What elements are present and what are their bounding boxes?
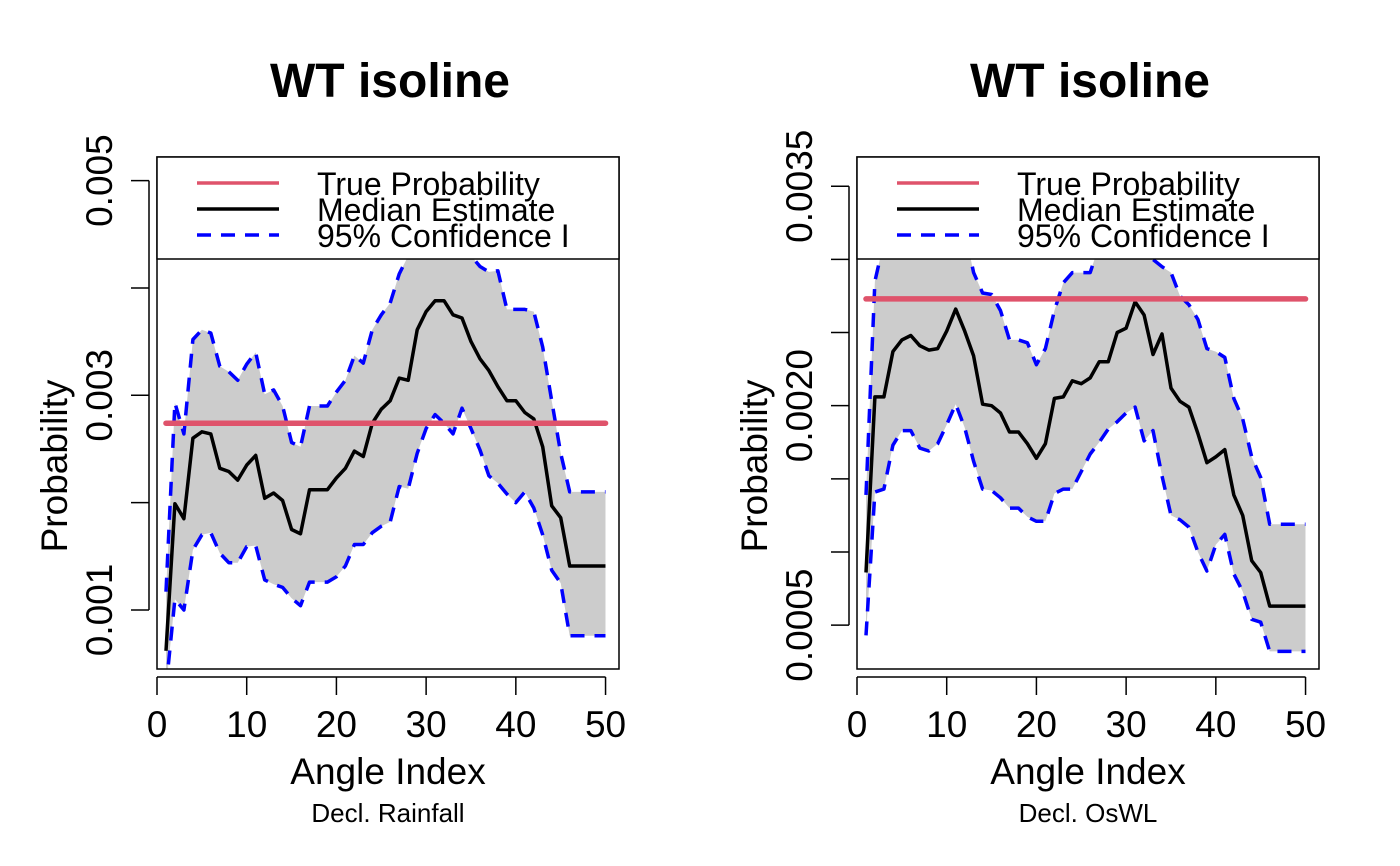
x-tick-label: 0 xyxy=(147,704,168,745)
x-tick-label: 40 xyxy=(495,704,536,745)
y-tick-label: 0.0035 xyxy=(779,130,820,243)
legend-true-probability-label: True Probability xyxy=(317,166,540,202)
chart-subtitle: Decl. Rainfall xyxy=(311,798,464,828)
legend-median-estimate-label: Median Estimate xyxy=(317,192,555,228)
y-axis: 0.0005 0.0020 0.0035 xyxy=(779,130,850,682)
legend-confidence-interval-label: 95% Confidence I xyxy=(1017,218,1270,254)
legend-true-probability-label: True Probability xyxy=(1017,166,1240,202)
lower-ci-line xyxy=(166,406,606,669)
y-axis-title: Probability xyxy=(734,379,775,552)
lower-ci-line xyxy=(864,402,1306,654)
x-axis-title: Angle Index xyxy=(290,751,486,792)
chart-subtitle: Decl. OsWL xyxy=(1019,798,1158,828)
legend-median-estimate-label: Median Estimate xyxy=(1017,192,1255,228)
x-tick-label: 10 xyxy=(226,704,267,745)
y-tick-label: 0.0020 xyxy=(779,349,820,462)
x-tick-label: 40 xyxy=(1195,704,1236,745)
legend-confidence-interval-label: 95% Confidence I xyxy=(317,218,570,254)
confidence-band xyxy=(866,259,1306,652)
x-tick-label: 50 xyxy=(585,704,626,745)
chart-title: WT isoline xyxy=(270,55,510,108)
x-tick-label: 30 xyxy=(406,704,447,745)
upper-ci-line xyxy=(864,259,1306,526)
median-estimate-line xyxy=(864,300,1306,608)
confidence-band xyxy=(166,259,606,669)
y-tick-label: 0.003 xyxy=(79,349,120,442)
median-estimate-line xyxy=(164,299,606,651)
x-axis: 0 10 20 30 40 50 xyxy=(847,676,1326,745)
plot-area xyxy=(863,259,1309,654)
x-axis: 0 10 20 30 40 50 xyxy=(147,676,626,745)
x-axis-title: Angle Index xyxy=(990,751,1186,792)
x-tick-label: 50 xyxy=(1285,704,1326,745)
plot-area xyxy=(163,259,609,669)
x-tick-label: 20 xyxy=(1016,704,1057,745)
y-tick-label: 0.0005 xyxy=(779,569,820,682)
x-tick-label: 30 xyxy=(1106,704,1147,745)
x-tick-label: 20 xyxy=(316,704,357,745)
x-tick-label: 0 xyxy=(847,704,868,745)
chart-title: WT isoline xyxy=(970,55,1210,108)
y-tick-label: 0.005 xyxy=(79,134,120,227)
x-tick-label: 10 xyxy=(926,704,967,745)
y-axis-title: Probability xyxy=(34,379,75,552)
y-axis: 0.001 0.003 0.005 xyxy=(79,134,150,657)
y-tick-label: 0.001 xyxy=(79,564,120,657)
